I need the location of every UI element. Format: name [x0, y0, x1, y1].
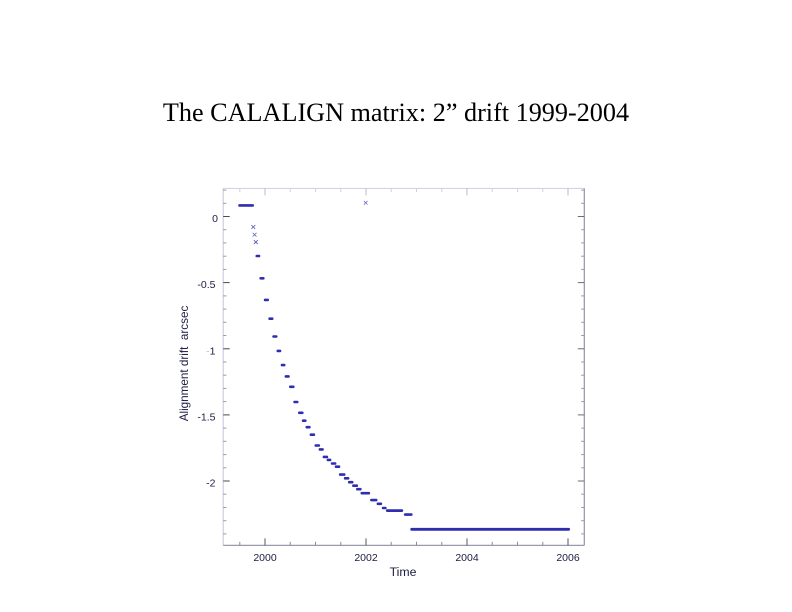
svg-text:2004: 2004 — [455, 552, 479, 564]
svg-text:-1.5: -1.5 — [197, 412, 215, 424]
svg-text:-0.5: -0.5 — [197, 279, 215, 291]
svg-text:Alignment drift arcsec: Alignment drift arcsec — [178, 306, 191, 422]
svg-text:2006: 2006 — [556, 552, 580, 564]
svg-text:2000: 2000 — [253, 552, 277, 564]
svg-text:-2: -2 — [206, 478, 215, 490]
svg-text:0: 0 — [212, 213, 218, 225]
svg-text:2002: 2002 — [354, 552, 378, 564]
svg-text:-1: -1 — [206, 345, 216, 357]
svg-text:Time: Time — [390, 565, 417, 579]
